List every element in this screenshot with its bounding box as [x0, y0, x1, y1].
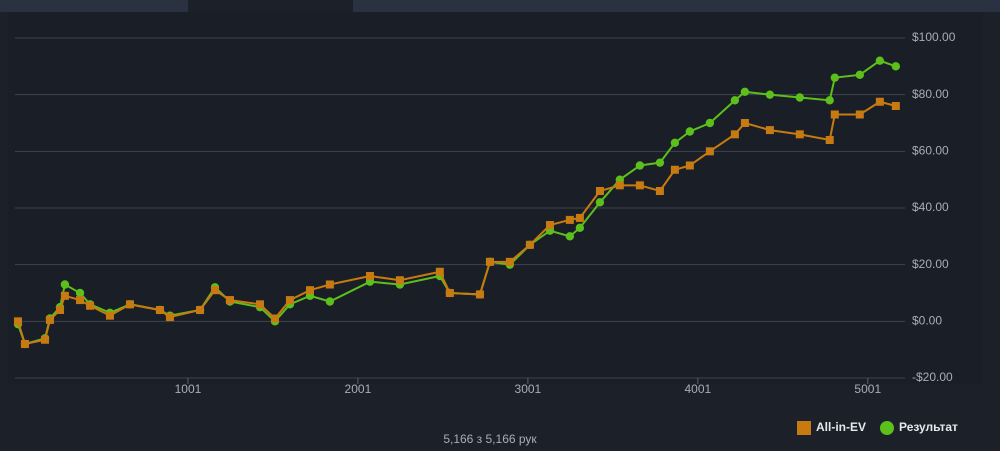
point	[165, 313, 174, 322]
point	[75, 288, 85, 298]
point	[485, 257, 494, 266]
plot-panel	[8, 12, 983, 384]
point	[795, 130, 804, 139]
point	[45, 315, 54, 324]
point	[210, 286, 219, 295]
point	[615, 181, 624, 190]
y-tick-label: $0.00	[912, 314, 942, 328]
tab[interactable]	[0, 0, 188, 12]
point	[685, 127, 695, 136]
point	[875, 97, 884, 106]
point	[705, 147, 714, 156]
tab[interactable]	[353, 0, 1000, 12]
point	[635, 181, 644, 190]
point	[196, 306, 205, 314]
point	[575, 213, 584, 222]
point	[765, 90, 775, 99]
point	[60, 280, 70, 289]
legend-marker	[797, 421, 811, 435]
y-tick-label: $60.00	[912, 144, 949, 158]
point	[270, 314, 279, 323]
point	[225, 296, 234, 305]
point	[655, 158, 665, 167]
point	[565, 215, 574, 224]
point	[765, 126, 774, 135]
point	[740, 119, 749, 127]
point	[256, 300, 265, 309]
legend-label: Результат	[899, 420, 958, 434]
point	[41, 335, 50, 344]
point	[891, 102, 900, 110]
y-tick-label: $40.00	[912, 200, 949, 214]
point	[655, 187, 664, 195]
x-tick-label: 2001	[345, 382, 372, 396]
point	[830, 73, 840, 82]
point	[525, 240, 534, 249]
point	[155, 306, 164, 314]
y-tick-label: $20.00	[912, 257, 949, 271]
point	[670, 138, 680, 148]
point	[825, 136, 834, 144]
point	[635, 161, 645, 170]
x-tick-label: 5001	[854, 382, 881, 396]
point	[855, 110, 864, 119]
legend-marker	[880, 421, 894, 435]
point	[595, 198, 605, 207]
point	[545, 221, 554, 229]
legend-label: All-in-EV	[816, 420, 866, 434]
point	[595, 187, 604, 195]
point	[565, 232, 575, 241]
point	[325, 297, 335, 306]
point	[86, 301, 95, 310]
point	[730, 130, 739, 139]
point	[670, 165, 679, 174]
point	[305, 286, 314, 295]
point	[875, 56, 885, 65]
x-tick-label: 3001	[515, 382, 542, 396]
point	[891, 62, 901, 71]
point	[105, 311, 114, 320]
point	[830, 110, 839, 119]
point	[20, 340, 29, 348]
point	[685, 161, 694, 170]
y-tick-label: $100.00	[912, 30, 956, 44]
footer: 5,166 з 5,166 рук	[443, 432, 537, 446]
x-tick-label: 1001	[175, 382, 202, 396]
point	[475, 290, 484, 299]
point	[76, 296, 85, 305]
point	[795, 93, 804, 102]
x-tick-label: 4001	[684, 382, 711, 396]
point	[55, 306, 64, 314]
point	[395, 276, 404, 285]
point	[435, 267, 444, 276]
point	[825, 96, 834, 105]
point	[445, 289, 454, 297]
point	[730, 96, 740, 105]
point	[285, 296, 294, 305]
point	[60, 291, 69, 300]
point	[575, 223, 585, 233]
point	[365, 272, 374, 280]
point	[505, 257, 514, 266]
point	[126, 300, 135, 309]
point	[14, 317, 22, 326]
point	[740, 87, 750, 97]
point	[325, 280, 334, 289]
y-tick-label: $80.00	[912, 87, 949, 101]
y-tick-label: -$20.00	[912, 370, 953, 384]
point	[855, 70, 864, 80]
point	[705, 118, 715, 128]
